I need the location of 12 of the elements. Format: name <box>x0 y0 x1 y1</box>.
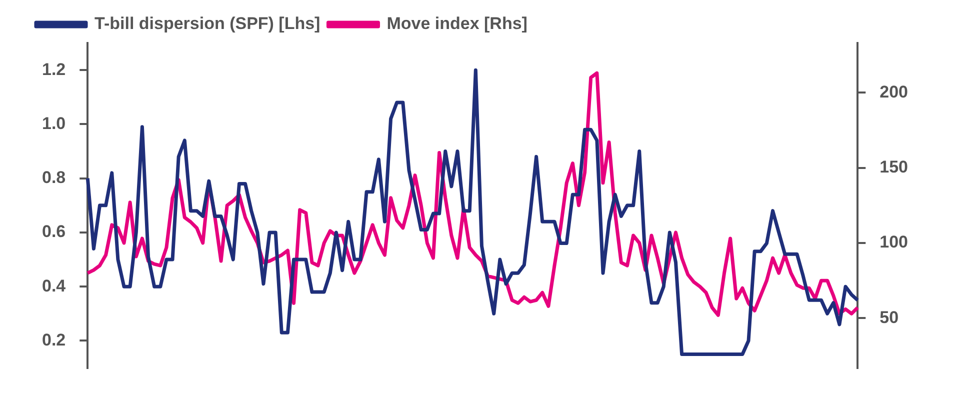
y-tick-label: 0.4 <box>42 276 66 296</box>
legend-label: Move index [Rhs] <box>386 14 528 34</box>
y-tick-label: 1.0 <box>42 114 66 133</box>
y-tick-label: 1.2 <box>42 60 66 79</box>
y-tick-label: 0.8 <box>42 168 66 188</box>
y2-tick-label: 50 <box>880 308 899 327</box>
y2-tick-label: 150 <box>880 157 908 176</box>
legend-label: T-bill dispersion (SPF) [Lhs] <box>94 14 320 34</box>
y2-tick-label: 100 <box>880 232 908 252</box>
y2-tick-label: 200 <box>880 82 908 102</box>
y-tick-label: 0.2 <box>42 330 66 350</box>
y-tick-label: 0.6 <box>42 222 66 242</box>
